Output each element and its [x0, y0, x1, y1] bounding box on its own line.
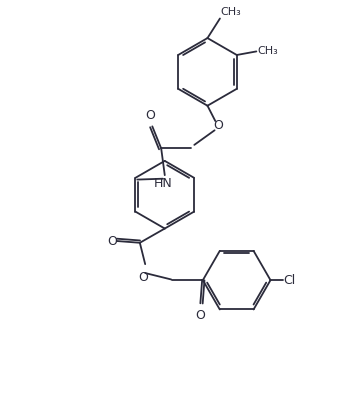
Text: O: O [195, 309, 205, 321]
Text: HN: HN [154, 177, 172, 190]
Text: CH₃: CH₃ [221, 7, 241, 17]
Text: O: O [145, 109, 155, 122]
Text: O: O [107, 235, 117, 248]
Text: CH₃: CH₃ [257, 46, 278, 57]
Text: Cl: Cl [284, 274, 296, 286]
Text: O: O [139, 270, 148, 284]
Text: O: O [213, 119, 223, 132]
